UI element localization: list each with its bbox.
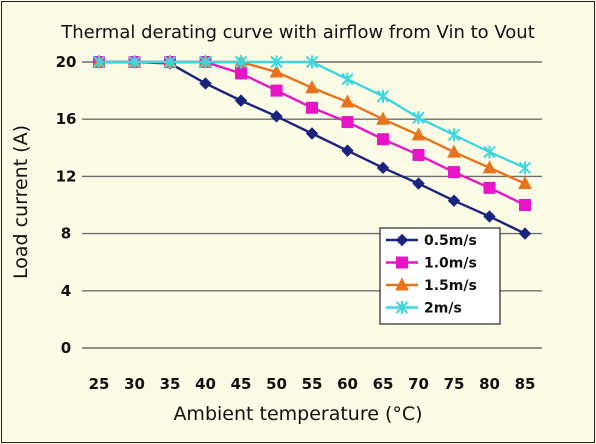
data-point <box>482 160 497 174</box>
data-point <box>376 111 390 125</box>
data-point <box>377 133 389 146</box>
data-point <box>270 110 283 123</box>
data-point <box>376 89 390 103</box>
legend-swatch-marker <box>395 233 409 247</box>
x-tick-label: 60 <box>337 375 358 393</box>
x-tick-label: 65 <box>373 375 394 393</box>
data-point <box>270 84 283 97</box>
y-tick-label: 4 <box>61 282 71 300</box>
y-tick-label: 0 <box>61 339 71 357</box>
y-tick-label: 12 <box>56 167 77 185</box>
data-point <box>412 148 425 161</box>
data-point <box>412 111 425 125</box>
legend-label: 1.5m/s <box>424 278 477 294</box>
data-point <box>269 64 284 78</box>
data-point <box>234 94 248 107</box>
chart-title: Thermal derating curve with airflow from… <box>60 22 535 43</box>
data-point <box>341 144 354 157</box>
x-tick-label: 40 <box>195 375 216 393</box>
data-point <box>518 161 532 175</box>
x-tick-label: 70 <box>408 375 429 393</box>
data-point <box>412 177 425 190</box>
data-point <box>128 55 141 69</box>
data-point <box>519 199 531 211</box>
legend-label: 0.5m/s <box>424 233 477 249</box>
data-point <box>305 127 319 140</box>
data-point <box>447 194 461 207</box>
legend-item: 2m/s <box>386 301 462 317</box>
y-axis-label: Load current (A) <box>10 125 32 279</box>
legend-swatch-marker <box>395 277 409 291</box>
data-point <box>270 55 283 69</box>
y-tick-label: 20 <box>56 53 77 71</box>
series-lines <box>92 54 532 240</box>
x-tick-label: 45 <box>231 375 252 393</box>
legend-label: 1.0m/s <box>424 256 477 272</box>
legend-item: 1.0m/s <box>386 256 477 272</box>
x-tick-label: 25 <box>89 375 110 393</box>
legend-swatch-marker <box>395 301 409 314</box>
data-point <box>518 227 532 240</box>
y-tick-label: 16 <box>56 110 77 128</box>
y-tick-labels: 0 4 8 12 16 20 <box>56 53 77 357</box>
data-point <box>199 55 212 69</box>
data-point <box>447 128 461 142</box>
y-tick-label: 8 <box>61 225 71 243</box>
data-point <box>235 67 247 80</box>
legend: 0.5m/s 1.0m/s 1.5m/s 2m/s <box>379 227 501 325</box>
x-axis-label: Ambient temperature (°C) <box>173 403 422 425</box>
series-3 <box>92 55 532 175</box>
data-point <box>448 166 460 179</box>
series-line <box>99 60 526 169</box>
series-2 <box>92 54 532 190</box>
data-point <box>483 210 496 223</box>
data-point <box>163 55 177 69</box>
x-tick-label: 80 <box>479 375 500 393</box>
data-point <box>411 127 426 141</box>
x-tick-labels: 25 30 35 40 45 50 55 60 65 70 75 80 85 <box>89 375 536 393</box>
data-point <box>341 116 354 129</box>
data-point <box>376 161 390 175</box>
legend-swatch-marker <box>396 256 408 269</box>
x-tick-label: 50 <box>266 375 287 393</box>
x-tick-label: 35 <box>160 375 181 393</box>
legend-item: 1.5m/s <box>386 277 477 294</box>
legend-label: 2m/s <box>424 301 462 317</box>
data-point <box>341 72 354 86</box>
legend-item: 0.5m/s <box>386 233 477 249</box>
x-tick-label: 85 <box>515 375 536 393</box>
data-point <box>234 55 248 69</box>
data-point <box>305 55 319 69</box>
data-point <box>518 175 532 190</box>
data-point <box>483 181 496 194</box>
x-tick-label: 55 <box>302 375 323 393</box>
data-point <box>305 80 319 94</box>
x-tick-label: 30 <box>124 375 145 393</box>
data-point <box>340 94 355 108</box>
data-point <box>199 77 212 90</box>
data-point <box>306 101 318 114</box>
data-point <box>447 144 461 158</box>
data-point <box>92 55 106 69</box>
data-point <box>483 145 496 159</box>
x-tick-label: 75 <box>444 375 465 393</box>
